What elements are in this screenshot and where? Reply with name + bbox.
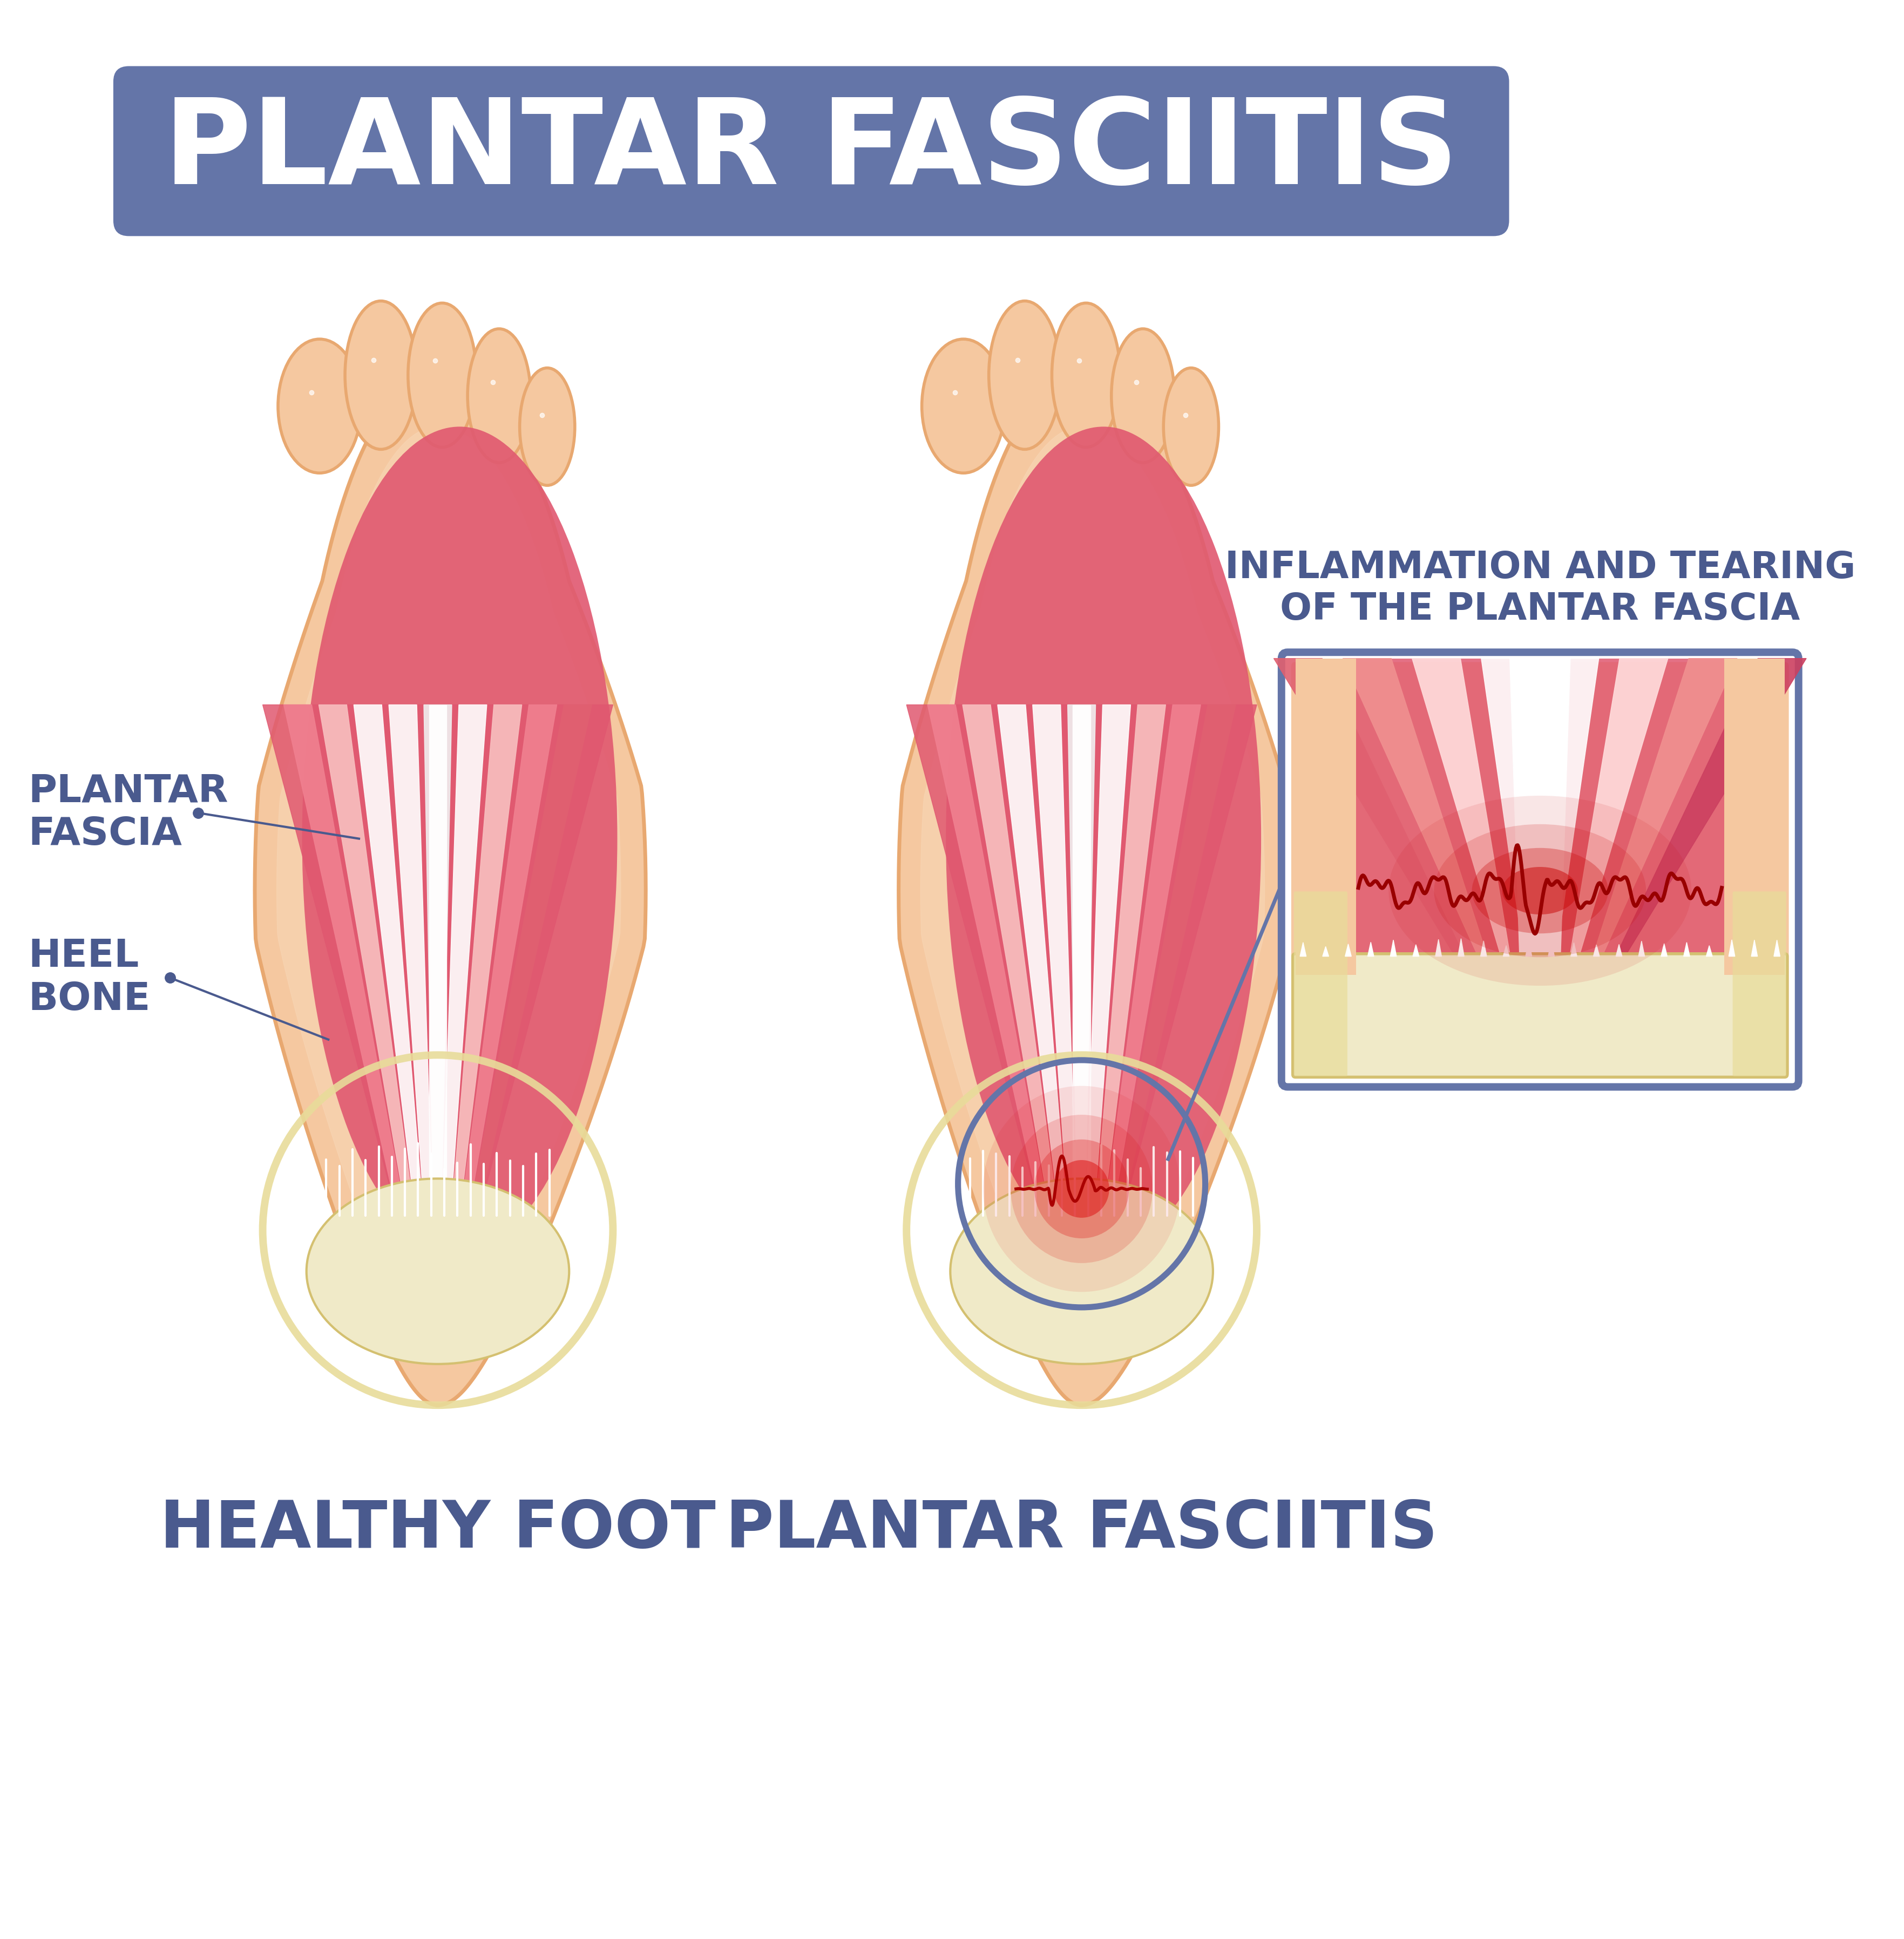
Polygon shape (899, 374, 1289, 1406)
Polygon shape (276, 427, 621, 1353)
Ellipse shape (307, 1179, 569, 1363)
Ellipse shape (1051, 302, 1120, 448)
Polygon shape (451, 704, 522, 1220)
Polygon shape (1323, 938, 1329, 956)
Ellipse shape (1472, 847, 1609, 933)
Polygon shape (468, 704, 592, 1220)
Polygon shape (1436, 942, 1441, 956)
Ellipse shape (345, 301, 417, 450)
FancyBboxPatch shape (1295, 892, 1348, 1076)
Ellipse shape (950, 1179, 1213, 1363)
Text: PLANTAR FASCIITIS: PLANTAR FASCIITIS (725, 1499, 1438, 1561)
Polygon shape (425, 704, 451, 1220)
Polygon shape (428, 704, 447, 1220)
FancyBboxPatch shape (1733, 892, 1786, 1076)
FancyBboxPatch shape (1291, 661, 1788, 1078)
Ellipse shape (1163, 368, 1219, 485)
FancyBboxPatch shape (1281, 652, 1799, 1088)
Polygon shape (1525, 946, 1533, 956)
Ellipse shape (988, 301, 1061, 450)
Ellipse shape (1055, 1160, 1110, 1218)
Polygon shape (1729, 946, 1735, 956)
Polygon shape (1342, 659, 1491, 966)
FancyBboxPatch shape (1725, 659, 1784, 975)
Polygon shape (1569, 659, 1668, 966)
Polygon shape (1112, 704, 1236, 1220)
Polygon shape (1639, 938, 1645, 956)
Text: PLANTAR FASCIITIS: PLANTAR FASCIITIS (164, 93, 1458, 209)
Ellipse shape (468, 330, 531, 463)
Ellipse shape (1034, 1140, 1129, 1239)
Polygon shape (1546, 659, 1599, 966)
Ellipse shape (278, 339, 362, 473)
Polygon shape (442, 704, 487, 1220)
Polygon shape (1594, 938, 1599, 956)
Polygon shape (1683, 940, 1689, 956)
Polygon shape (459, 704, 556, 1220)
Text: INFLAMMATION AND TEARING
OF THE PLANTAR FASCIA: INFLAMMATION AND TEARING OF THE PLANTAR … (1224, 549, 1854, 628)
Polygon shape (1571, 942, 1577, 956)
FancyBboxPatch shape (1293, 954, 1788, 1078)
Polygon shape (1510, 659, 1571, 966)
Polygon shape (927, 704, 1051, 1220)
Text: HEALTHY FOOT: HEALTHY FOOT (160, 1499, 716, 1561)
Polygon shape (1481, 944, 1487, 956)
Polygon shape (1068, 704, 1095, 1220)
Ellipse shape (303, 427, 617, 1251)
Polygon shape (1300, 938, 1306, 956)
Ellipse shape (982, 1086, 1180, 1291)
FancyBboxPatch shape (114, 66, 1510, 237)
Polygon shape (1344, 938, 1352, 956)
Polygon shape (963, 704, 1059, 1220)
Polygon shape (284, 704, 406, 1220)
Polygon shape (1413, 659, 1512, 966)
Polygon shape (255, 374, 645, 1406)
Polygon shape (1032, 704, 1076, 1220)
Polygon shape (1458, 940, 1464, 956)
Polygon shape (263, 704, 613, 1220)
Polygon shape (1660, 946, 1668, 956)
Polygon shape (1775, 940, 1780, 956)
Polygon shape (1548, 940, 1554, 956)
Polygon shape (1274, 659, 1468, 966)
Polygon shape (1481, 659, 1533, 966)
Polygon shape (1104, 704, 1201, 1220)
Ellipse shape (520, 368, 575, 485)
Polygon shape (1367, 938, 1375, 956)
Polygon shape (1502, 942, 1510, 956)
Ellipse shape (1011, 1115, 1152, 1262)
Polygon shape (318, 704, 415, 1220)
Polygon shape (1706, 942, 1712, 956)
Polygon shape (354, 704, 425, 1220)
Polygon shape (998, 704, 1068, 1220)
Polygon shape (1616, 938, 1622, 956)
Polygon shape (1611, 659, 1807, 966)
Polygon shape (388, 704, 432, 1220)
Polygon shape (1072, 704, 1091, 1220)
Text: PLANTAR
FASCIA: PLANTAR FASCIA (29, 774, 228, 853)
Ellipse shape (1388, 795, 1691, 985)
Polygon shape (906, 704, 1257, 1220)
Ellipse shape (1112, 330, 1175, 463)
FancyBboxPatch shape (1295, 659, 1784, 975)
Polygon shape (1085, 704, 1131, 1220)
Polygon shape (1752, 940, 1757, 956)
Text: HEEL
BONE: HEEL BONE (29, 938, 150, 1018)
Ellipse shape (946, 427, 1260, 1251)
Ellipse shape (407, 302, 476, 448)
Ellipse shape (922, 339, 1005, 473)
Polygon shape (1413, 944, 1418, 956)
FancyBboxPatch shape (1295, 659, 1356, 975)
Ellipse shape (1434, 824, 1647, 958)
Polygon shape (1095, 704, 1165, 1220)
Ellipse shape (1502, 867, 1578, 915)
Polygon shape (1390, 946, 1396, 956)
Polygon shape (920, 427, 1264, 1353)
Polygon shape (1590, 659, 1736, 966)
